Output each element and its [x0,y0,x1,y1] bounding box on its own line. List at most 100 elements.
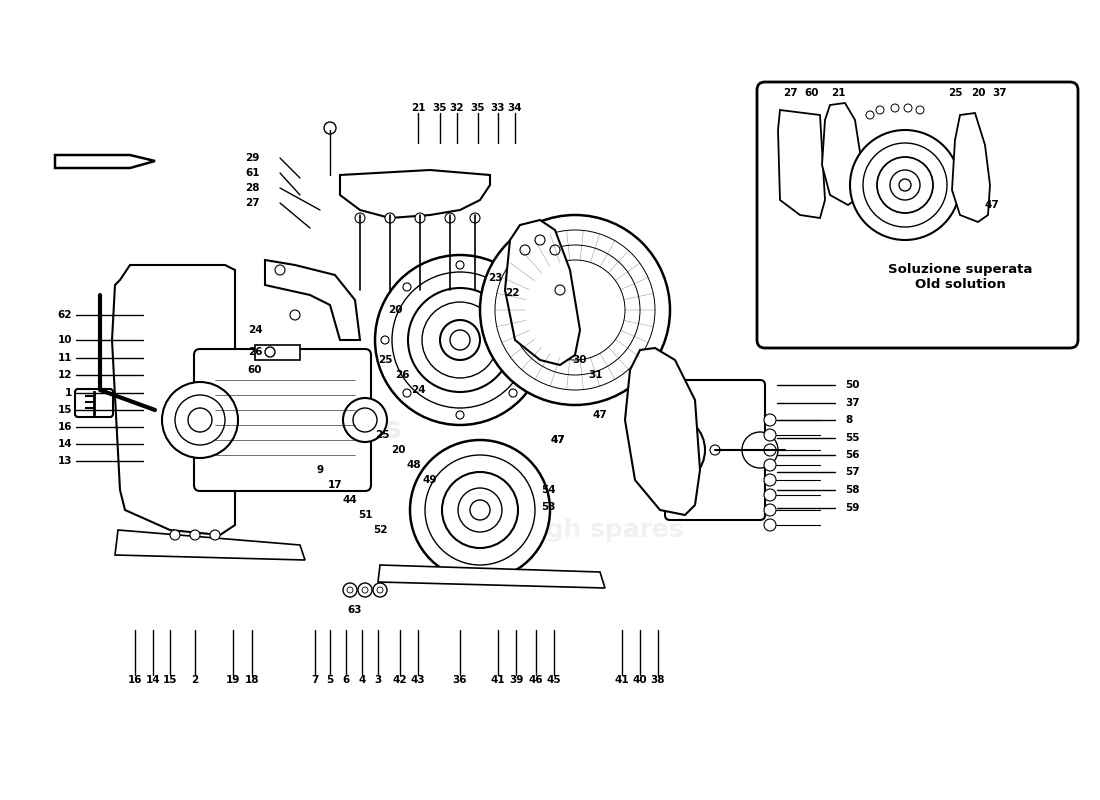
Polygon shape [505,220,580,365]
Circle shape [550,245,560,255]
Text: Old solution: Old solution [914,278,1005,291]
Text: 41: 41 [615,675,629,685]
Text: 29: 29 [245,153,260,163]
Circle shape [764,504,776,516]
Circle shape [162,382,238,458]
Text: 5: 5 [327,675,333,685]
Circle shape [764,459,776,471]
Text: 32: 32 [450,103,464,113]
Text: 26: 26 [395,370,409,380]
Circle shape [450,330,470,350]
Circle shape [764,414,776,426]
Text: 37: 37 [845,398,859,408]
Circle shape [446,213,455,223]
Text: 33: 33 [491,103,505,113]
Circle shape [346,587,353,593]
Text: 36: 36 [453,675,468,685]
Text: 25: 25 [377,355,393,365]
Text: 19: 19 [226,675,240,685]
Circle shape [899,179,911,191]
Text: 63: 63 [348,605,362,615]
Circle shape [458,488,502,532]
Circle shape [408,288,512,392]
Polygon shape [255,345,300,360]
Circle shape [456,261,464,269]
Text: 37: 37 [992,88,1008,98]
Circle shape [456,411,464,419]
Circle shape [876,106,884,114]
Text: 49: 49 [422,475,438,485]
Text: 55: 55 [845,433,859,443]
Text: 50: 50 [845,380,859,390]
Text: 10: 10 [57,335,72,345]
Circle shape [531,336,539,344]
Text: 44: 44 [342,495,358,505]
Circle shape [509,283,517,291]
Text: 35: 35 [432,103,448,113]
Circle shape [866,111,874,119]
Text: 53: 53 [541,502,556,512]
Text: 21: 21 [830,88,845,98]
Circle shape [660,440,680,460]
Circle shape [415,213,425,223]
FancyBboxPatch shape [666,380,764,520]
Circle shape [495,230,654,390]
Circle shape [890,170,920,200]
Text: 7: 7 [311,675,319,685]
Text: 60: 60 [805,88,820,98]
Circle shape [403,389,411,397]
Text: 47: 47 [593,410,607,420]
Circle shape [275,265,285,275]
Text: 21: 21 [410,103,426,113]
FancyBboxPatch shape [75,389,113,417]
Text: 15: 15 [57,405,72,415]
Text: 24: 24 [248,325,262,335]
Text: 59: 59 [845,503,859,513]
Polygon shape [265,260,360,340]
Text: 47: 47 [984,200,1000,210]
Circle shape [520,245,530,255]
Text: 28: 28 [245,183,260,193]
Circle shape [710,445,720,455]
Text: 22: 22 [505,288,519,298]
Text: 62: 62 [57,310,72,320]
Text: 41: 41 [491,675,505,685]
Polygon shape [778,110,825,218]
Circle shape [425,455,535,565]
Circle shape [764,444,776,456]
Circle shape [764,429,776,441]
Polygon shape [340,170,490,218]
Circle shape [410,440,550,580]
Circle shape [470,500,490,520]
Text: 14: 14 [145,675,161,685]
Text: 30: 30 [573,355,587,365]
Text: 31: 31 [588,370,603,380]
Circle shape [850,130,960,240]
Text: 27: 27 [783,88,798,98]
Circle shape [385,213,395,223]
Circle shape [742,432,778,468]
Text: 40: 40 [632,675,647,685]
Circle shape [510,245,640,375]
Circle shape [392,272,528,408]
Circle shape [764,474,776,486]
Text: 20: 20 [390,445,405,455]
Text: 14: 14 [57,439,72,449]
Circle shape [170,530,180,540]
Text: 23: 23 [487,273,503,283]
Circle shape [764,519,776,531]
Circle shape [353,408,377,432]
Circle shape [556,285,565,295]
Text: 4: 4 [359,675,365,685]
Circle shape [635,415,705,485]
Text: 46: 46 [529,675,543,685]
Text: 9: 9 [317,465,323,475]
Text: 2: 2 [191,675,199,685]
Circle shape [381,336,389,344]
Text: 56: 56 [845,450,859,460]
Text: 58: 58 [845,485,859,495]
Circle shape [362,587,369,593]
Circle shape [210,530,220,540]
Text: 25: 25 [375,430,389,440]
Circle shape [480,215,670,405]
